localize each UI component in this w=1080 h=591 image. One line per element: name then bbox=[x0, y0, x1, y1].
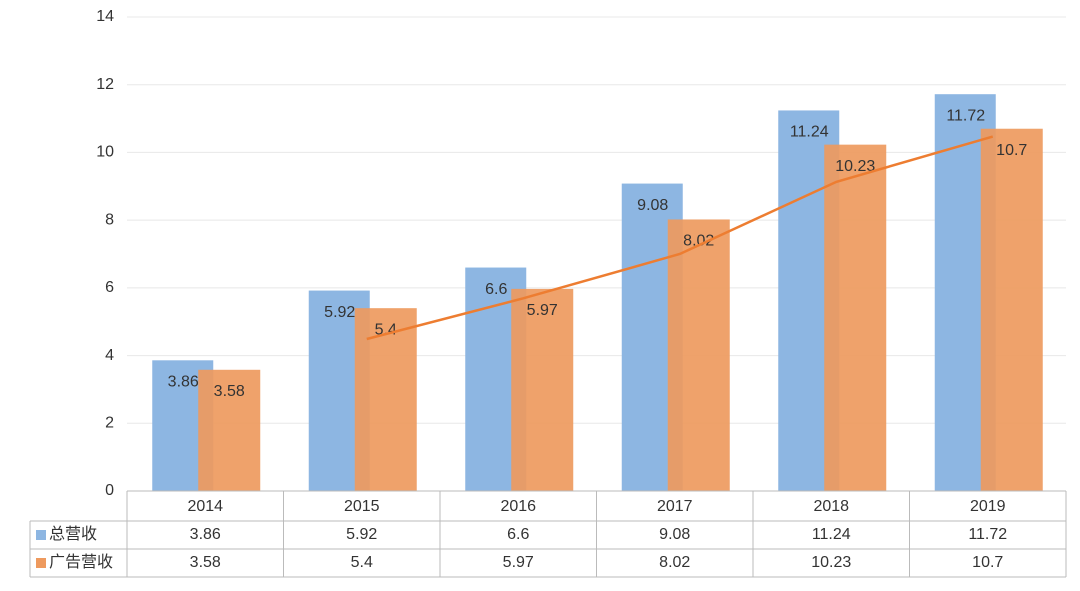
table-cell: 11.24 bbox=[812, 526, 851, 543]
table-cell: 11.72 bbox=[968, 526, 1007, 543]
x-tick-label: 2018 bbox=[813, 498, 849, 515]
data-label: 6.6 bbox=[485, 281, 507, 298]
x-tick-label: 2014 bbox=[187, 498, 223, 515]
bar bbox=[667, 219, 730, 492]
bar bbox=[824, 144, 887, 492]
table-cell: 5.92 bbox=[346, 526, 377, 543]
legend-key bbox=[36, 530, 46, 540]
y-tick-label: 10 bbox=[96, 144, 114, 161]
data-label: 5.92 bbox=[324, 304, 355, 321]
legend-label: 广告营收 bbox=[49, 553, 113, 571]
bar bbox=[198, 369, 261, 491]
table-cell: 3.86 bbox=[190, 526, 221, 543]
table-cell: 5.97 bbox=[503, 554, 534, 571]
bar bbox=[511, 288, 574, 491]
data-label: 11.24 bbox=[790, 124, 829, 141]
data-label: 5.97 bbox=[527, 302, 558, 319]
data-label: 9.08 bbox=[637, 197, 668, 214]
y-tick-label: 0 bbox=[105, 482, 114, 499]
y-tick-label: 6 bbox=[105, 279, 114, 296]
legend-label: 总营收 bbox=[49, 525, 97, 543]
y-tick-label: 14 bbox=[96, 8, 114, 25]
table-cell: 8.02 bbox=[659, 554, 690, 571]
table-cell: 6.6 bbox=[507, 526, 529, 543]
bar bbox=[980, 128, 1043, 491]
x-tick-label: 2016 bbox=[500, 498, 536, 515]
trendline bbox=[366, 135, 994, 341]
table-cell: 9.08 bbox=[659, 526, 690, 543]
bar bbox=[354, 308, 417, 491]
table-cell: 5.4 bbox=[351, 554, 373, 571]
table-cell: 3.58 bbox=[190, 554, 221, 571]
x-tick-label: 2017 bbox=[657, 498, 693, 515]
table-cell: 10.23 bbox=[811, 554, 851, 571]
data-label: 5.4 bbox=[375, 321, 397, 338]
x-tick-label: 2015 bbox=[344, 498, 380, 515]
y-tick-label: 4 bbox=[105, 347, 114, 364]
table-cell: 10.7 bbox=[972, 554, 1003, 571]
y-tick-label: 12 bbox=[96, 76, 114, 93]
data-label: 11.72 bbox=[946, 107, 985, 124]
x-tick-label: 2019 bbox=[970, 498, 1006, 515]
y-tick-label: 8 bbox=[105, 211, 114, 228]
data-label: 10.23 bbox=[835, 158, 875, 175]
y-tick-label: 2 bbox=[105, 415, 114, 432]
data-label: 3.86 bbox=[168, 374, 199, 391]
data-label: 8.02 bbox=[683, 233, 714, 250]
legend-key bbox=[36, 558, 46, 568]
data-label: 10.7 bbox=[996, 142, 1027, 159]
data-label: 3.58 bbox=[214, 383, 245, 400]
